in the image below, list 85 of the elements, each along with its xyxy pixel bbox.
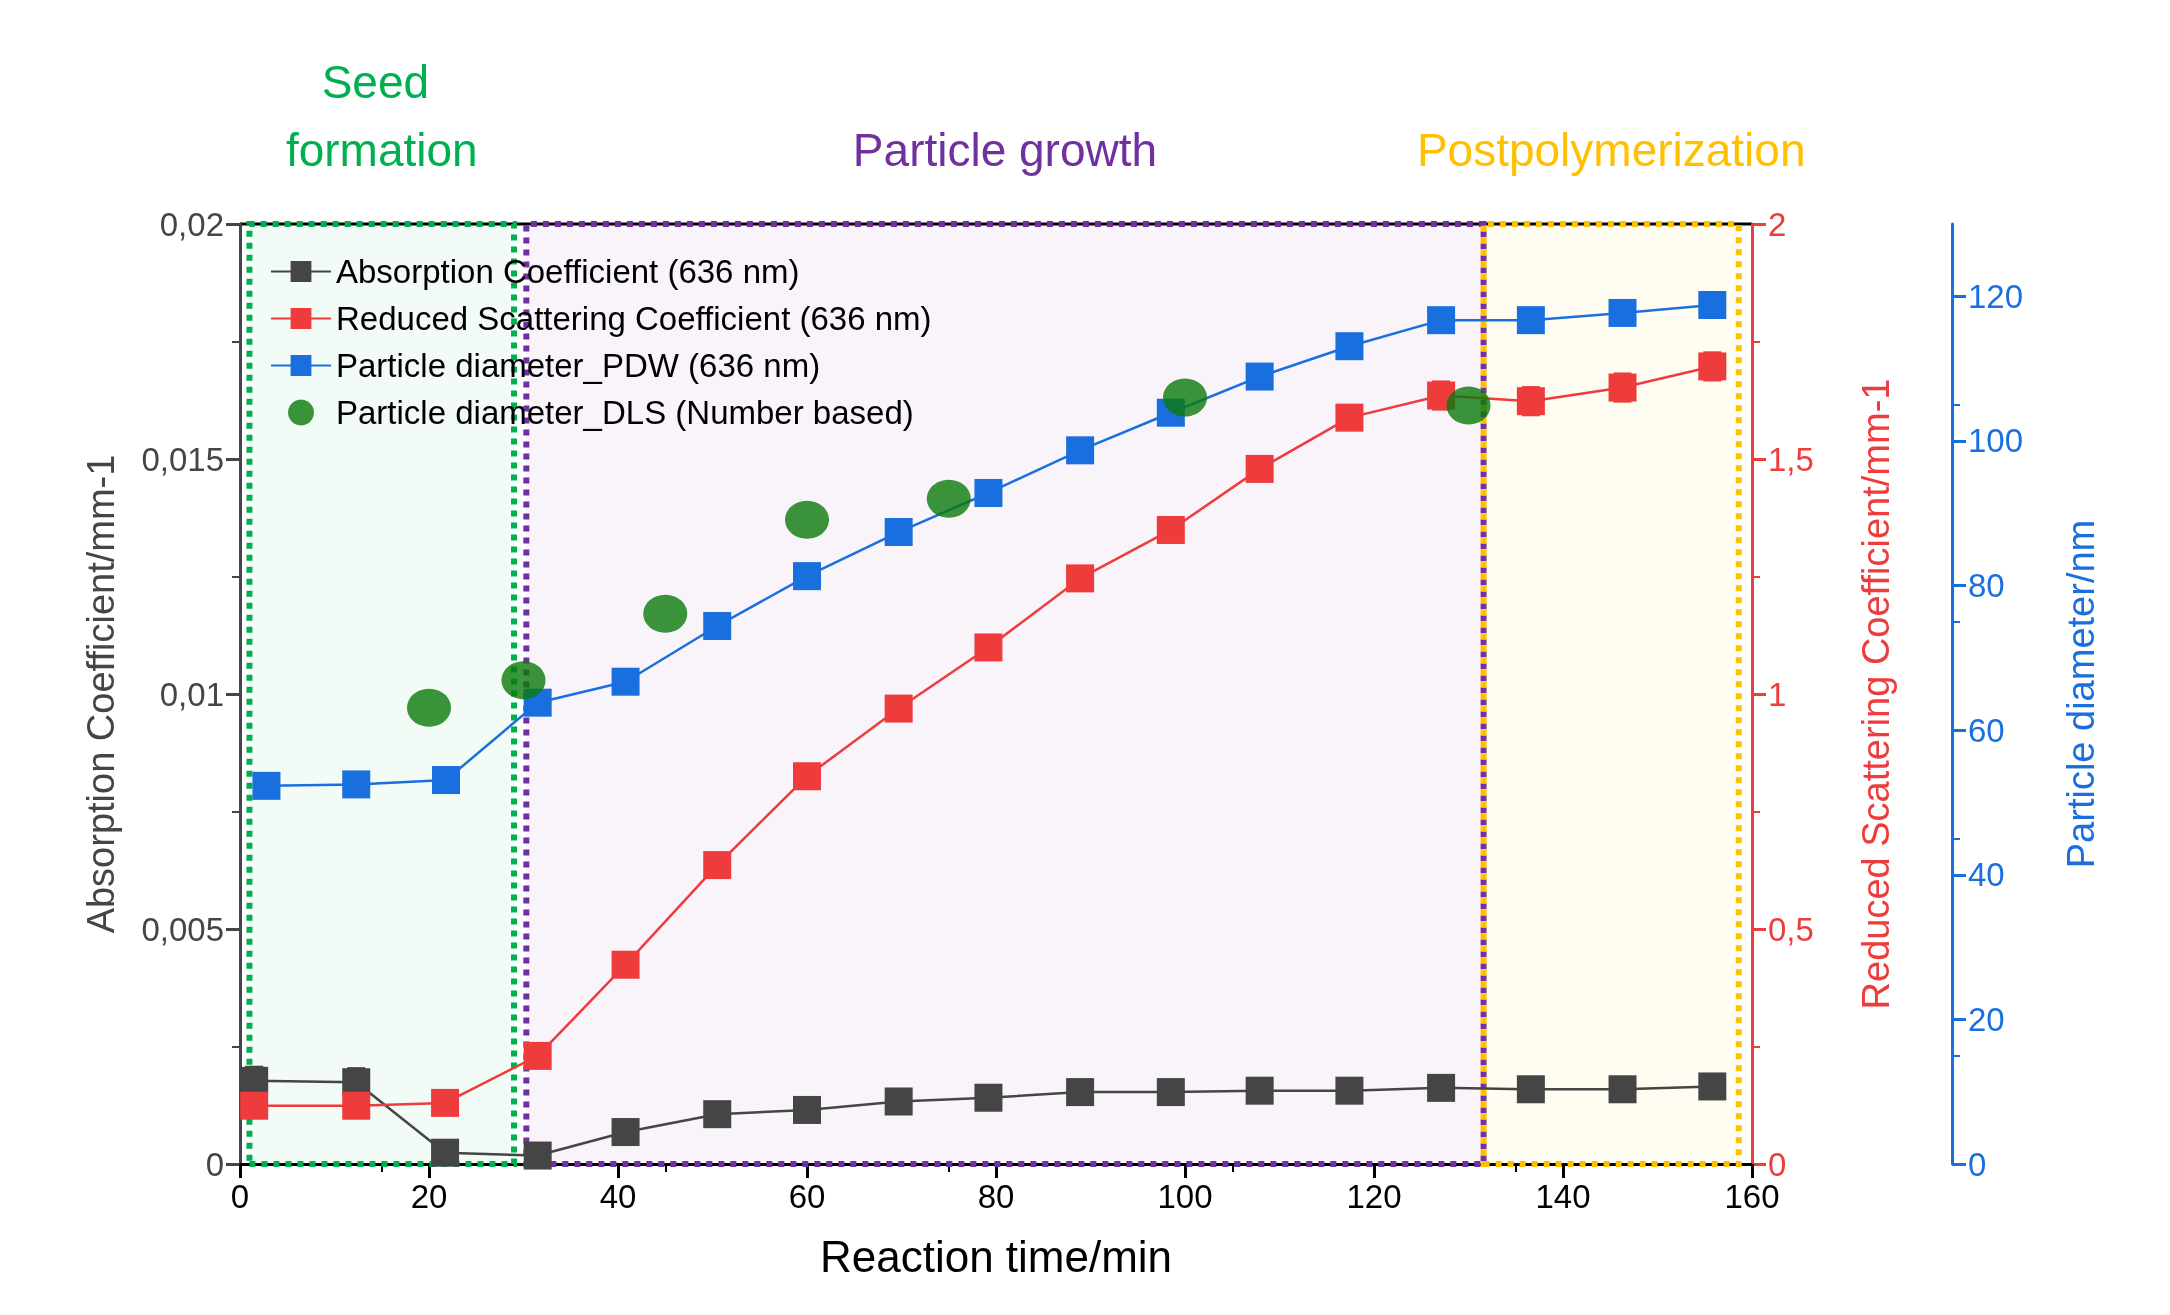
legend-label: Reduced Scattering Coefficient (636 nm) [336,300,932,337]
point [1066,564,1095,593]
y-tick-label: 0,015 [141,440,224,478]
x-tick-label: 60 [788,1178,826,1215]
point [611,1118,640,1147]
y2-tick-label: 2 [1768,205,1787,243]
point [240,1091,269,1120]
point [1335,403,1364,432]
point [431,1138,460,1167]
y3-tick-label: 60 [1968,711,2005,749]
y2-axis-title: Reduced Scattering Coefficient/mm-1 [1855,378,1897,1010]
point [793,562,821,591]
point [523,1141,552,1170]
y-tick-label: 0,01 [159,675,224,713]
legend-label: Absorption Coefficient (636 nm) [336,253,800,290]
point [926,479,971,518]
point [1156,515,1185,544]
point [1427,1073,1456,1102]
x-tick-label: 40 [599,1178,637,1215]
point [974,633,1003,662]
point [407,688,451,727]
x-tick-label: 0 [230,1178,250,1215]
y3-tick-label: 0 [1968,1145,1987,1183]
point [252,771,281,800]
point [703,1100,732,1129]
point [523,1041,552,1070]
x-tick-label: 140 [1535,1178,1591,1215]
point [1066,436,1095,465]
point [1698,1072,1727,1101]
point [1608,298,1637,327]
point [1163,378,1207,417]
legend-label: Particle diameter_PDW (636 nm) [336,347,821,384]
point [1066,1078,1095,1107]
point [884,518,913,547]
y-axis-title: Absorption Coefficient/mm-1 [80,454,122,934]
x-tick-label: 120 [1346,1178,1402,1215]
y3-tick-label: 40 [1968,856,2005,894]
point [342,1091,371,1120]
point [1446,386,1491,425]
point [611,667,640,696]
legend-label: Particle diameter_DLS (Number based) [336,394,914,431]
point [1245,362,1274,391]
y3-tick-label: 20 [1968,1000,2005,1038]
point [1608,1075,1637,1104]
y2-tick-label: 1,5 [1768,440,1814,478]
point [1516,1075,1545,1104]
point [1335,332,1364,361]
point [703,851,732,880]
x-tick-label: 20 [410,1178,448,1215]
point [1156,1078,1185,1107]
point [611,950,640,979]
point [1335,1076,1364,1105]
point [1427,306,1456,335]
point [974,1083,1003,1112]
band-label: Postpolymerization [1416,124,1806,176]
y3-tick-label: 100 [1968,422,2024,460]
x-tick-label: 80 [977,1178,1015,1215]
y3-axis-title: Particle diameter/nm [2060,519,2102,869]
point [793,1095,821,1124]
y2-tick-label: 1 [1768,675,1787,713]
x-axis-title: Reaction time/min [819,1231,1173,1281]
point [1516,306,1545,335]
x-tick-label: 100 [1157,1178,1213,1215]
point [703,612,732,641]
y3-tick-label: 120 [1968,277,2024,315]
point [431,1088,460,1117]
point [643,594,688,633]
point [1245,454,1274,483]
point [785,500,829,539]
y-tick-label: 0,02 [159,205,224,243]
point [793,762,821,791]
point [501,661,546,700]
y-tick-label: 0,005 [141,910,224,948]
point [1245,1076,1274,1105]
band-label: Seed formation [285,56,478,176]
point [1698,290,1727,319]
point [432,766,461,795]
y2-tick-label: 0,5 [1768,910,1814,948]
point [974,478,1003,507]
y-tick-label: 0 [205,1145,224,1183]
point [884,1087,913,1116]
band-label: Particle growth [852,124,1158,176]
point [342,770,371,799]
y3-tick-label: 80 [1968,567,2005,605]
point [884,694,913,723]
